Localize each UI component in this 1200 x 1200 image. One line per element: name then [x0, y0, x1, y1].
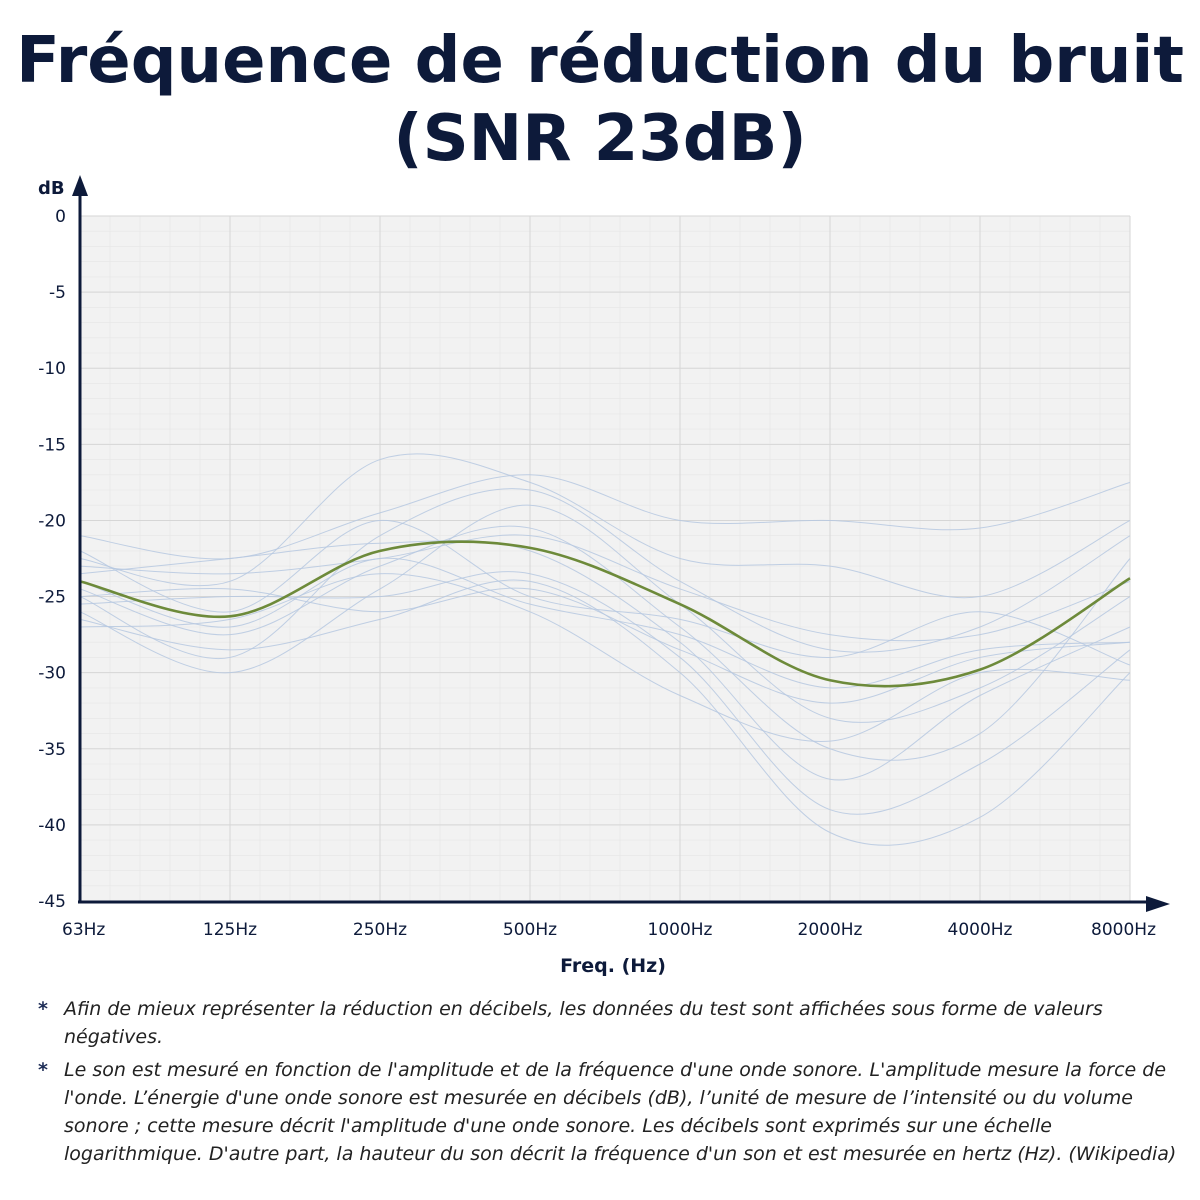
y-tick-label: -15 [38, 435, 66, 455]
chart-title-line-1: Fréquence de réduction du bruit [16, 24, 1184, 98]
axes [72, 175, 1170, 912]
background-curve-5 [79, 525, 1131, 761]
background-curves [79, 453, 1131, 846]
noise-reduction-chart: dB 0 -5 -10 -15 -20 -25 -30 -35 -40 -45 63Hz 125Hz… [38, 175, 1170, 977]
y-tick-label: 0 [55, 207, 66, 227]
background-curve-11 [79, 573, 1131, 742]
main-curve-group [79, 540, 1131, 688]
x-tick-label: 125Hz [203, 920, 257, 940]
chart-title-line-2: (SNR 23dB) [393, 102, 807, 176]
background-curve-10 [79, 557, 1131, 689]
y-tick-label: -35 [38, 740, 66, 760]
footnote-1: * Afin de mieux représenter la réduction… [38, 995, 1178, 1051]
x-axis-arrow-icon [1146, 896, 1170, 912]
background-curve-6 [79, 539, 1131, 781]
x-tick-label: 2000Hz [798, 920, 863, 940]
x-tick-labels: 63Hz 125Hz 250Hz 500Hz 1000Hz 2000Hz 4000Hz 800… [62, 920, 1156, 940]
y-tick-label: -10 [38, 359, 66, 379]
x-tick-label: 4000Hz [948, 920, 1013, 940]
y-tick-label: -40 [38, 816, 66, 836]
y-axis-arrow-icon [72, 175, 88, 196]
asterisk-icon: * [38, 1059, 48, 1081]
y-tick-label: -20 [38, 511, 66, 531]
y-tick-label: -5 [49, 283, 66, 303]
background-curve-7 [79, 571, 1131, 815]
chart-title: Fréquence de réduction du bruit (SNR 23d… [0, 22, 1200, 178]
x-tick-label: 500Hz [503, 920, 557, 940]
background-curve-3 [79, 488, 1131, 660]
main-curve-line [79, 540, 1131, 688]
background-curve-13 [79, 534, 1131, 642]
footnote-2: * Le son est mesuré en fonction de l'amp… [38, 1056, 1178, 1168]
x-tick-label: 63Hz [62, 920, 105, 940]
y-tick-label: -25 [38, 588, 66, 608]
background-curve-8 [79, 579, 1131, 846]
x-tick-label: 8000Hz [1091, 920, 1156, 940]
y-axis-label: dB [38, 178, 65, 199]
background-curve-12 [79, 587, 1131, 704]
x-axis-label: Freq. (Hz) [560, 955, 666, 977]
footnote-1-text: Afin de mieux représenter la réduction e… [64, 998, 1103, 1048]
x-tick-label: 1000Hz [648, 920, 713, 940]
y-tick-labels: 0 -5 -10 -15 -20 -25 -30 -35 -40 -45 [38, 207, 66, 912]
footnote-2-text: Le son est mesuré en fonction de l'ampli… [64, 1059, 1177, 1165]
background-curve-2 [79, 453, 1131, 599]
background-curve-4 [79, 504, 1131, 723]
x-tick-label: 250Hz [353, 920, 407, 940]
y-tick-label: -30 [38, 664, 66, 684]
minor-grid [80, 215, 1130, 902]
footnotes: * Afin de mieux représenter la réduction… [38, 995, 1178, 1173]
asterisk-icon: * [38, 998, 48, 1020]
background-curve-9 [79, 519, 1131, 666]
y-tick-label: -45 [38, 892, 66, 912]
